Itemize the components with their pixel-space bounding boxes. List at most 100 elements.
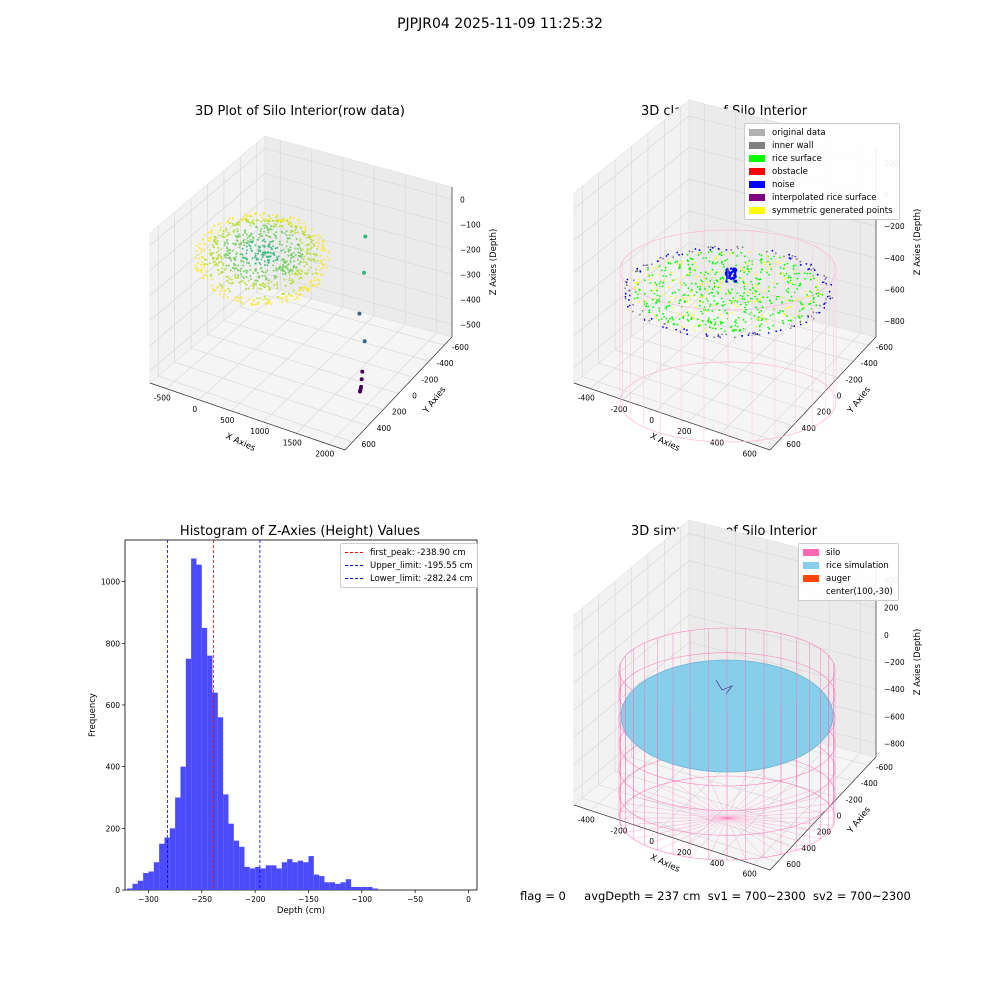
- raw-point: [212, 252, 215, 254]
- raw-point: [217, 250, 220, 253]
- raw-point: [267, 245, 270, 248]
- raw-point: [203, 274, 206, 277]
- histogram-bar: [132, 883, 138, 890]
- raw-point: [310, 279, 313, 282]
- classify-point: [655, 283, 658, 286]
- raw-point: [272, 260, 275, 263]
- classify-point: [656, 301, 658, 303]
- classify-point: [707, 318, 710, 321]
- classify-point: [707, 246, 710, 249]
- classify-point: [676, 323, 679, 326]
- classify-point: [679, 263, 681, 266]
- raw-point: [311, 239, 314, 242]
- histogram-bar: [329, 882, 336, 890]
- raw-point: [264, 283, 266, 286]
- raw-point: [291, 272, 294, 275]
- silo-floor-spoke: [672, 781, 728, 819]
- raw-point: [304, 225, 307, 228]
- classify-point: [747, 334, 750, 336]
- classify-point: [684, 284, 687, 287]
- raw-point: [309, 253, 312, 255]
- classify-y-tick-label: 600: [786, 440, 801, 449]
- classify-point: [709, 249, 712, 251]
- raw-grid-z-back: [264, 248, 453, 300]
- raw-point: [279, 265, 282, 268]
- classify-point: [644, 279, 646, 282]
- classify-point: [652, 289, 655, 292]
- classify-point: [713, 336, 715, 338]
- raw-x-tick-label: 500: [220, 416, 235, 425]
- legend-swatch: [749, 168, 765, 175]
- classify-point: [633, 297, 636, 300]
- raw-point: [303, 265, 306, 268]
- classify-point: [707, 300, 709, 302]
- classify-point: [730, 252, 733, 255]
- legend-item: rice surface: [749, 152, 895, 165]
- classify-point: [695, 265, 698, 268]
- classify-point: [720, 251, 723, 254]
- raw-point: [221, 235, 224, 238]
- raw-point: [273, 284, 276, 286]
- raw-point: [266, 228, 269, 231]
- figure-title: PJPJR04 2025-11-09 11:25:32: [397, 16, 603, 32]
- raw-point: [321, 273, 323, 276]
- raw-point: [276, 256, 278, 259]
- silo-floor-spoke: [620, 810, 728, 819]
- classify-noise-cluster: [725, 280, 728, 283]
- classify-point: [692, 269, 695, 272]
- raw-point: [283, 278, 286, 281]
- classify-point: [787, 287, 790, 290]
- classify-point: [672, 279, 675, 282]
- raw-point: [210, 229, 213, 232]
- footer-flag: flag = 0: [520, 889, 566, 903]
- classify-point: [819, 292, 821, 295]
- raw-point: [291, 278, 294, 281]
- raw-point: [247, 240, 249, 243]
- silo-floor-spoke: [726, 817, 829, 833]
- raw-point: [313, 284, 316, 287]
- classify-point: [705, 277, 708, 280]
- classify-point: [664, 269, 667, 272]
- raw-point: [245, 249, 248, 252]
- legend-item: obstacle: [749, 165, 895, 178]
- classify-point: [645, 264, 647, 267]
- classify-point: [790, 276, 792, 279]
- raw-point: [260, 228, 263, 231]
- raw-point: [264, 271, 267, 274]
- classify-point: [799, 320, 802, 323]
- raw-point: [313, 244, 316, 247]
- raw-y-tick-label: -200: [421, 375, 438, 384]
- raw-point: [262, 298, 265, 301]
- classify-point: [716, 280, 719, 283]
- classify-point: [766, 271, 768, 274]
- classify-point: [735, 264, 737, 267]
- classify-y-tick-label: 0: [837, 392, 842, 401]
- classify-point: [688, 250, 691, 253]
- classify-point: [720, 313, 723, 316]
- raw-point: [276, 246, 279, 249]
- raw-point: [233, 229, 236, 232]
- classify-point: [634, 291, 637, 293]
- raw-point: [287, 268, 289, 271]
- raw-point: [267, 299, 270, 302]
- raw-point: [322, 239, 325, 242]
- histogram-x-tick-label: −150: [298, 895, 319, 904]
- raw-point: [227, 231, 230, 234]
- raw-z-tick-label: −400: [460, 296, 481, 305]
- classify-point: [665, 327, 668, 329]
- classify-point: [747, 262, 749, 265]
- classify-point: [741, 334, 743, 337]
- classify-point: [641, 310, 644, 312]
- raw-point: [219, 248, 222, 251]
- raw-point: [276, 287, 279, 290]
- classify-point: [662, 312, 665, 315]
- raw-point: [209, 249, 211, 252]
- classify-point: [625, 284, 628, 287]
- classify-point: [690, 282, 693, 285]
- raw-point: [302, 231, 305, 233]
- classify-point: [800, 302, 802, 305]
- classify-point: [781, 319, 784, 322]
- raw-point: [275, 268, 278, 271]
- simulation-z-axis-title: Z Axies (Depth): [913, 629, 923, 696]
- raw-point: [236, 236, 239, 239]
